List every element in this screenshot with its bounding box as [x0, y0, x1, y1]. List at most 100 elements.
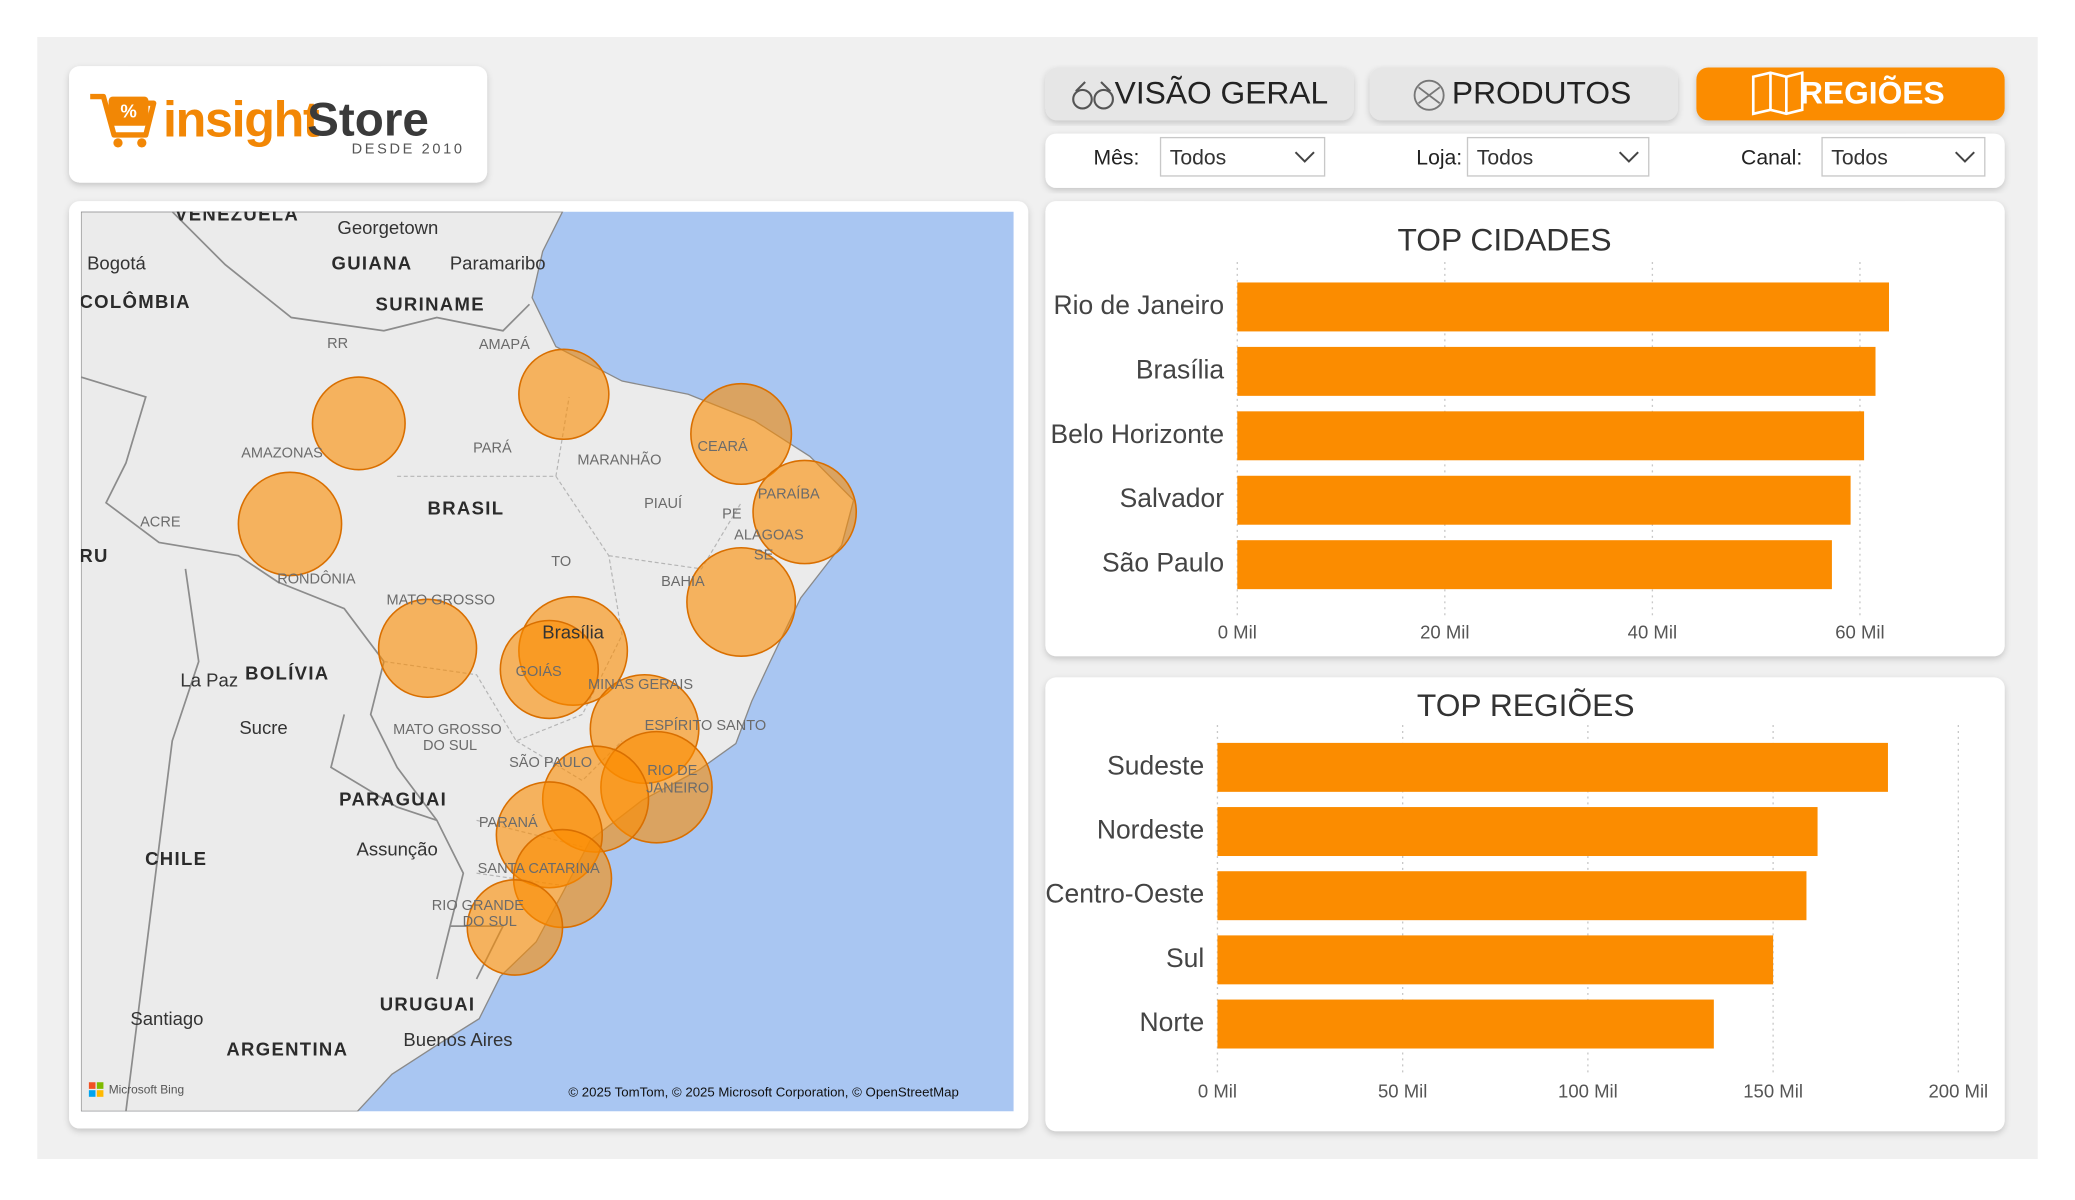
bar[interactable]: [1217, 999, 1714, 1049]
tab-label[interactable]: PRODUTOS: [1452, 75, 1631, 111]
x-tick-label: 0 Mil: [1198, 1081, 1237, 1102]
map-label: Buenos Aires: [403, 1029, 512, 1050]
dropdown-value[interactable]: Todos: [1477, 146, 1533, 169]
map: VENEZUELA Georgetown GUIANA Paramaribo SURIN…: [52, 204, 1014, 1112]
map-label: COLÔMBIA: [79, 291, 190, 312]
map-label: ACRE: [140, 514, 181, 530]
bing-logo: [88, 1090, 96, 1097]
map-bubble[interactable]: [377, 598, 478, 699]
map-label: MINAS GERAIS: [588, 677, 693, 693]
map-label: BOLÍVIA: [245, 663, 329, 684]
map-label: PERU: [52, 545, 109, 566]
bar[interactable]: [1237, 475, 1851, 525]
map-bubble[interactable]: [499, 619, 600, 720]
bar[interactable]: [1237, 346, 1876, 396]
map-label: Brasília: [542, 622, 604, 643]
map-label: ESPÍRITO SANTO: [645, 717, 767, 734]
map-label: AMAPÁ: [479, 336, 530, 353]
dropdown[interactable]: [1466, 136, 1650, 177]
tab[interactable]: PRODUTOS: [1369, 67, 1678, 121]
map-label: SURINAME: [376, 294, 485, 315]
tab-label[interactable]: VISÃO GERAL: [1115, 75, 1329, 111]
y-tick-label: Sudeste: [1107, 750, 1204, 780]
dropdown-arrow[interactable]: [1954, 151, 1975, 163]
map-label: PARAGUAI: [339, 788, 447, 809]
map-bubble[interactable]: [311, 376, 406, 471]
filter-label: Mês:: [1094, 146, 1140, 169]
x-tick-label: 60 Mil: [1835, 622, 1884, 643]
dropdown-arrow[interactable]: [1618, 151, 1639, 163]
cart-basket: [108, 96, 149, 126]
map-attribution[interactable]: © 2025 TomTom, © 2025 Microsoft Corporat…: [568, 1084, 958, 1099]
map-label: DO SUL: [463, 914, 517, 930]
map-label: PARANÁ: [479, 814, 538, 831]
map-bubble[interactable]: [466, 879, 564, 976]
dropdown[interactable]: [1821, 136, 1986, 177]
map-label: ARGENTINA: [226, 1038, 348, 1059]
tab[interactable]: REGIÕES: [1696, 67, 2005, 121]
map-label: PE: [722, 507, 742, 523]
bar[interactable]: [1237, 282, 1889, 332]
logo: % insight Store DESDE 2010: [90, 90, 462, 157]
x-tick-label: 50 Mil: [1378, 1081, 1427, 1102]
bing-logo: [96, 1082, 104, 1089]
map-label: La Paz: [180, 669, 238, 690]
tab-button[interactable]: [1696, 67, 2005, 121]
map-bubble[interactable]: [686, 546, 797, 658]
y-tick-label: Rio de Janeiro: [1053, 290, 1224, 320]
map-label: MATO GROSSO: [393, 722, 502, 738]
map-label: PARÁ: [473, 439, 512, 456]
dropdown[interactable]: [1159, 136, 1326, 177]
map-label: RONDÔNIA: [277, 570, 356, 587]
x-tick-label: 40 Mil: [1628, 622, 1677, 643]
map-label: AMAZONAS: [241, 446, 323, 462]
y-tick-label: Belo Horizonte: [1051, 419, 1225, 449]
bar[interactable]: [1217, 871, 1807, 921]
bar[interactable]: [1217, 935, 1774, 985]
y-tick-label: Centro-Oeste: [1045, 879, 1204, 909]
y-tick-label: Norte: [1140, 1007, 1205, 1037]
map-label: SE: [754, 548, 774, 564]
x-tick-label: 20 Mil: [1420, 622, 1469, 643]
tab-label[interactable]: REGIÕES: [1800, 75, 1945, 111]
cart-wheel: [113, 138, 123, 148]
bar[interactable]: [1217, 742, 1888, 792]
map-label: RIO DE: [647, 763, 697, 779]
bing-logo: [88, 1082, 96, 1089]
bar[interactable]: [1217, 807, 1818, 857]
map-bubble[interactable]: [690, 382, 793, 486]
filter-label: Loja:: [1416, 146, 1462, 169]
map-label: SÃO PAULO: [509, 754, 592, 771]
dropdown-value[interactable]: Todos: [1831, 146, 1887, 169]
dropdown-value[interactable]: Todos: [1170, 146, 1226, 169]
bar[interactable]: [1237, 540, 1832, 590]
map-label: JANEIRO: [646, 780, 709, 796]
logo-brand: Store: [307, 94, 429, 147]
filter-label: Canal:: [1741, 146, 1802, 169]
map-bubble[interactable]: [237, 471, 343, 577]
map-bubble[interactable]: [752, 459, 858, 565]
tab-button[interactable]: [1369, 67, 1678, 121]
map-label: MATO GROSSO: [387, 593, 496, 609]
tab[interactable]: VISÃO GERAL: [1045, 67, 1354, 121]
map-label: GOIÁS: [516, 663, 562, 680]
map-label: CHILE: [145, 848, 207, 869]
tab-button[interactable]: [1045, 67, 1354, 121]
bar[interactable]: [1237, 411, 1865, 461]
map-label: SANTA CATARINA: [478, 861, 600, 877]
x-tick-label: 0 Mil: [1218, 622, 1257, 643]
map-label: GUIANA: [332, 252, 413, 273]
dropdown-arrow[interactable]: [1294, 151, 1315, 163]
map-label: PARAÍBA: [758, 486, 820, 503]
map-bubble[interactable]: [518, 348, 610, 441]
map-label: VENEZUELA: [175, 204, 299, 225]
y-tick-label: São Paulo: [1102, 548, 1224, 578]
map-label: TO: [551, 554, 571, 570]
y-tick-label: Sul: [1166, 943, 1204, 973]
tab-icon: [1413, 79, 1445, 111]
chart-title: TOP CIDADES: [1397, 222, 1611, 258]
cart-wheel: [137, 138, 147, 148]
y-tick-label: Salvador: [1120, 483, 1225, 513]
